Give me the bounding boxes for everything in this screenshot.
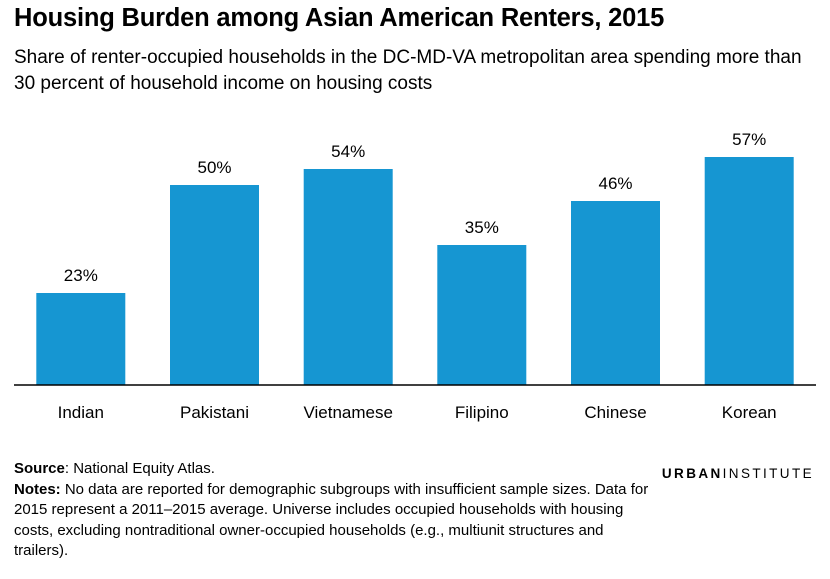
data-label-indian: 23%: [64, 266, 98, 285]
notes-label: Notes:: [14, 480, 61, 498]
x-tick-label-indian: Indian: [58, 403, 104, 422]
x-tick-label-filipino: Filipino: [455, 403, 509, 422]
logo-part-institute: INSTITUTE: [722, 466, 814, 481]
urban-institute-logo: URBANINSTITUTE: [662, 466, 814, 481]
source-label: Source: [14, 460, 65, 477]
logo-part-urban: URBAN: [661, 466, 723, 481]
bar-chart: 23% Indian 50% Pakistani 54% Vietnamese 35% Fil…: [14, 130, 816, 422]
x-tick-label-vietnamese: Vietnamese: [303, 403, 392, 422]
data-label-korean: 57%: [732, 130, 766, 149]
source-text: : National Equity Atlas.: [64, 460, 215, 477]
data-label-chinese: 46%: [598, 174, 632, 193]
chart-subtitle: Share of renter-occupied households in t…: [14, 47, 802, 94]
bar-chinese: [571, 201, 660, 385]
notes-text: No data are reported for demographic sub…: [14, 480, 649, 560]
chart-footer: Source: National Equity Atlas. Notes: No…: [14, 459, 654, 562]
chart-title: Housing Burden among Asian American Rent…: [14, 4, 665, 32]
bar-filipino: [437, 245, 527, 385]
bar-vietnamese: [303, 169, 393, 385]
data-label-pakistani: 50%: [197, 158, 231, 177]
x-tick-label-chinese: Chinese: [584, 403, 646, 422]
x-tick-label-korean: Korean: [722, 403, 777, 422]
data-label-vietnamese: 54%: [331, 142, 365, 161]
notes-line: Notes: No data are reported for demograp…: [14, 480, 654, 562]
bar-korean: [704, 157, 794, 385]
bar-pakistani: [170, 185, 259, 385]
bar-indian: [36, 293, 126, 385]
x-tick-label-pakistani: Pakistani: [180, 403, 249, 422]
source-line: Source: National Equity Atlas.: [14, 459, 654, 480]
data-label-filipino: 35%: [465, 218, 499, 237]
